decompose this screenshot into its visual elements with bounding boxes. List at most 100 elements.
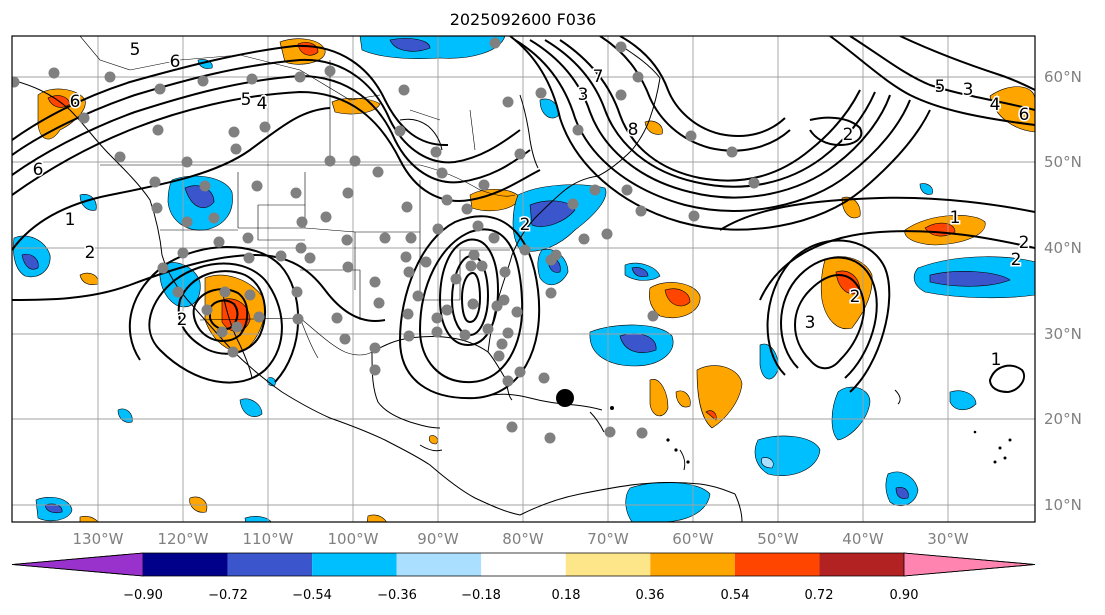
lon-label: 120°W xyxy=(157,530,209,548)
station-marker xyxy=(502,96,514,108)
station-marker xyxy=(401,201,413,213)
station-marker xyxy=(502,327,514,339)
station-marker xyxy=(114,151,126,163)
contour-label: 6 xyxy=(70,92,81,112)
station-marker xyxy=(294,71,306,83)
station-marker xyxy=(216,326,228,338)
colorbar-tick-label: 0.18 xyxy=(551,588,581,603)
station-marker xyxy=(496,338,508,350)
station-marker xyxy=(304,252,316,264)
station-marker xyxy=(403,266,415,278)
lon-label: 30°W xyxy=(927,530,969,548)
station-marker xyxy=(342,261,354,273)
map-title: 2025092600 F036 xyxy=(449,10,597,29)
station-marker xyxy=(430,146,442,158)
station-marker xyxy=(181,216,193,228)
storm-center-marker xyxy=(556,389,574,407)
contour-label: 2 xyxy=(520,215,531,235)
colorbar-segment xyxy=(396,553,482,576)
contour-label: 7 xyxy=(593,67,604,87)
station-marker xyxy=(726,146,738,158)
station-marker xyxy=(339,333,351,345)
station-marker xyxy=(213,236,225,248)
station-marker xyxy=(369,342,381,354)
station-marker xyxy=(104,71,116,83)
colorbar-segment xyxy=(650,553,735,576)
contour-label: 5 xyxy=(130,40,141,60)
contour-label: 2 xyxy=(843,125,854,145)
station-marker xyxy=(243,252,255,264)
station-marker xyxy=(12,76,20,88)
station-marker xyxy=(615,41,627,53)
lon-label: 80°W xyxy=(502,530,544,548)
station-marker xyxy=(468,249,480,261)
station-marker xyxy=(201,304,213,316)
contour-label: 2 xyxy=(850,287,861,307)
station-marker xyxy=(615,89,627,101)
contour-label: 6 xyxy=(33,160,44,180)
station-marker xyxy=(244,289,256,301)
contour-label: 4 xyxy=(257,94,268,114)
colorbar-extension-low xyxy=(11,552,144,577)
map-frame xyxy=(11,35,1036,523)
station-markers xyxy=(12,37,760,444)
station-marker xyxy=(578,233,590,245)
station-marker xyxy=(48,67,60,79)
station-marker xyxy=(259,121,271,133)
colorbar-segment xyxy=(143,553,228,576)
station-marker xyxy=(373,297,385,309)
station-marker xyxy=(400,251,412,263)
station-marker xyxy=(157,262,169,274)
contour-labels: 5 6 5 4 6 1 2 2 3 7 8 2 6 2 1 2 3 2 1 5 … xyxy=(31,39,1031,372)
station-marker xyxy=(152,124,164,136)
station-marker xyxy=(482,323,494,335)
lat-label: 40°N xyxy=(1044,239,1082,257)
station-marker xyxy=(544,432,556,444)
contour-label: 2 xyxy=(177,310,188,330)
station-marker xyxy=(219,286,231,298)
station-marker xyxy=(498,294,510,306)
contour-label: 3 xyxy=(578,85,589,105)
station-marker xyxy=(230,143,242,155)
station-marker xyxy=(324,155,336,167)
lon-label: 50°W xyxy=(757,530,799,548)
colorbar-segment xyxy=(565,553,651,576)
station-marker xyxy=(688,210,700,222)
colorbar-segment xyxy=(481,553,566,576)
colorbar-tick-label: 0.90 xyxy=(889,588,919,603)
lat-label: 30°N xyxy=(1044,325,1082,343)
station-marker xyxy=(181,156,193,168)
station-marker xyxy=(242,232,254,244)
lat-label: 20°N xyxy=(1044,410,1082,428)
station-marker xyxy=(535,87,547,99)
station-marker xyxy=(514,148,526,160)
station-marker xyxy=(432,223,444,235)
station-marker xyxy=(398,84,410,96)
station-marker xyxy=(465,260,477,272)
station-marker xyxy=(291,286,303,298)
lon-label: 90°W xyxy=(417,530,459,548)
contour-label: 5 xyxy=(241,90,252,110)
station-marker xyxy=(227,346,239,358)
colorbar-segment xyxy=(312,553,397,576)
contour-label: 2 xyxy=(85,243,96,263)
station-marker xyxy=(78,112,90,124)
lat-label: 50°N xyxy=(1044,153,1082,171)
station-marker xyxy=(177,247,189,259)
station-marker xyxy=(493,350,505,362)
station-marker xyxy=(292,313,304,325)
contour-lines xyxy=(12,36,1035,400)
colorbar xyxy=(11,552,1036,577)
colorbar-tick-label: −0.54 xyxy=(292,588,332,603)
station-marker xyxy=(228,126,240,138)
contour-label: 1 xyxy=(65,210,76,230)
station-marker xyxy=(499,266,511,278)
colorbar-outline xyxy=(11,552,1036,577)
station-marker xyxy=(349,155,361,167)
station-marker xyxy=(502,375,514,387)
station-marker xyxy=(290,187,302,199)
contour-label: 5 xyxy=(935,77,946,97)
station-marker xyxy=(342,187,354,199)
contour-label: 2 xyxy=(1011,250,1022,270)
